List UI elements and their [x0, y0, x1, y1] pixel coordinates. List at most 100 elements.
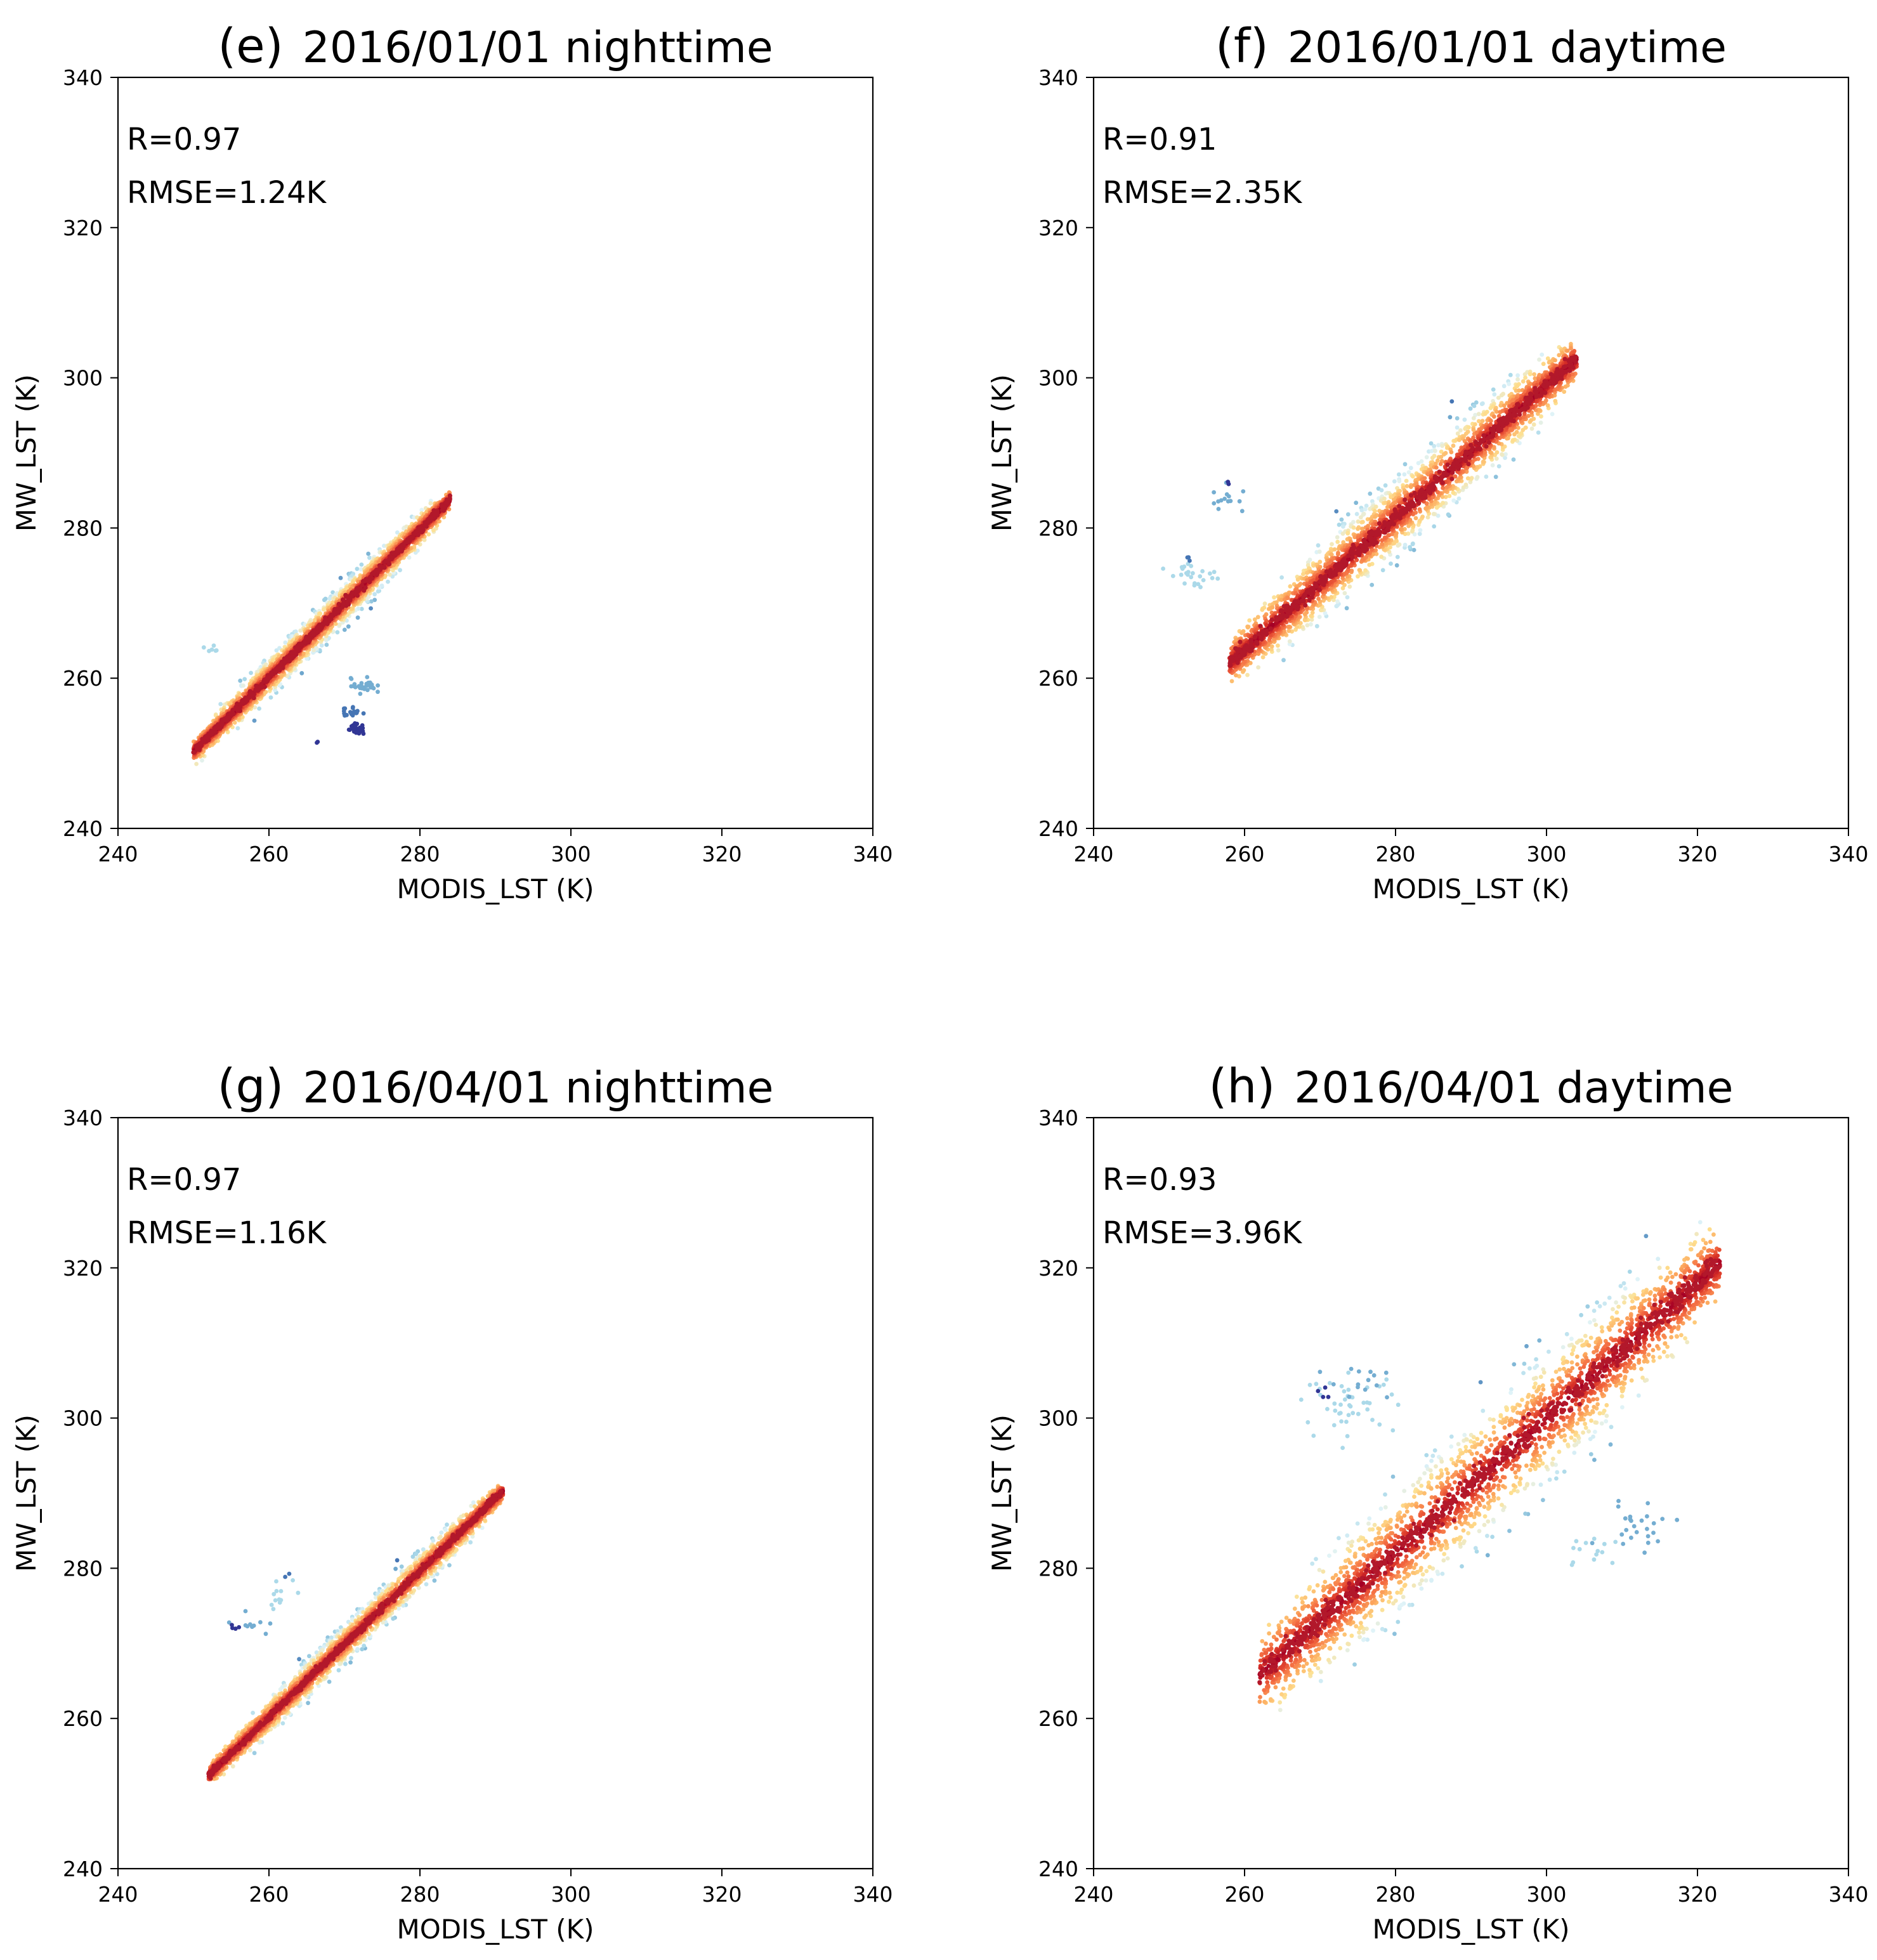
scatter-point — [1395, 554, 1400, 559]
axes-frame — [117, 76, 874, 830]
x-tick-label: 300 — [551, 842, 591, 866]
scatter-point — [1443, 495, 1448, 499]
scatter-point — [1432, 499, 1437, 504]
scatter-point — [1317, 549, 1322, 554]
scatter-point-core — [284, 657, 289, 662]
scatter-point — [1408, 545, 1412, 550]
scatter-point — [1377, 545, 1382, 549]
scatter-point — [1385, 505, 1390, 509]
scatter-point — [1272, 595, 1276, 600]
scatter-point-core — [191, 750, 196, 755]
scatter-point — [1305, 623, 1310, 628]
scatter-point — [1356, 526, 1361, 532]
scatter-point — [1498, 403, 1503, 408]
scatter-point-core — [428, 515, 433, 520]
scatter-point — [1537, 357, 1541, 362]
scatter-point — [1463, 426, 1468, 431]
chart-title: (e) 2016/01/01 nighttime — [218, 19, 773, 74]
outlier-point — [371, 686, 376, 691]
scatter-points — [1161, 341, 1579, 684]
scatter-point — [232, 720, 237, 725]
scatter-points — [191, 490, 453, 766]
scatter-point — [1363, 568, 1368, 573]
scatter-point — [1256, 665, 1260, 670]
scatter-point — [1515, 377, 1521, 382]
scatter-point — [252, 718, 257, 723]
scatter-point — [359, 606, 364, 611]
scatter-point — [1492, 392, 1497, 397]
outlier-point — [201, 645, 206, 650]
scatter-point — [1382, 535, 1387, 540]
scatter-point — [1545, 403, 1550, 408]
scatter-point — [1260, 608, 1265, 612]
scatter-point — [1494, 450, 1500, 455]
scatter-point-core — [291, 654, 296, 659]
scatter-point — [1451, 443, 1456, 448]
scatter-point — [346, 624, 351, 629]
scatter-point — [1255, 615, 1260, 620]
scatter-point — [1408, 485, 1413, 489]
scatter-point — [1239, 630, 1244, 636]
outlier-point — [358, 691, 363, 696]
scatter-point-core — [237, 707, 242, 712]
scatter-point-core — [277, 667, 282, 672]
outlier-point — [213, 648, 218, 653]
scatter-point — [372, 592, 377, 597]
scatter-point — [1396, 472, 1401, 477]
scatter-point — [296, 660, 301, 665]
scatter-point-core — [363, 585, 368, 591]
scatter-point — [1309, 622, 1313, 627]
scatter-point — [1539, 414, 1543, 419]
scatter-point — [1496, 464, 1501, 469]
scatter-point — [1380, 542, 1385, 547]
scatter-point — [1319, 608, 1323, 613]
y-tick-label: 280 — [63, 516, 103, 540]
scatter-point — [1309, 617, 1314, 622]
scatter-point — [1330, 542, 1334, 547]
y-tick-label: 240 — [63, 816, 103, 841]
scatter-point — [1359, 508, 1364, 513]
scatter-point — [428, 501, 433, 506]
scatter-point — [319, 643, 324, 648]
scatter-point — [1247, 618, 1252, 623]
scatter-point — [426, 532, 431, 537]
outlier-point — [350, 726, 355, 731]
scatter-point — [1429, 470, 1434, 474]
scatter-point — [1516, 426, 1521, 430]
scatter-point — [1541, 362, 1546, 367]
scatter-point — [1532, 372, 1537, 377]
scatter-point-core — [336, 610, 341, 615]
scatter-point — [1480, 419, 1485, 423]
scatter-point — [369, 606, 373, 611]
scatter-point-core — [195, 744, 200, 749]
y-tick-label: 320 — [63, 216, 103, 240]
scatter-point — [194, 762, 199, 766]
scatter-point — [1461, 485, 1466, 490]
scatter-point — [1314, 624, 1319, 629]
scatter-point — [1323, 611, 1328, 616]
scatter-point — [1379, 554, 1384, 559]
scatter-point-core — [259, 681, 264, 687]
scatter-point — [1527, 372, 1533, 377]
scatter-point — [1241, 660, 1246, 665]
scatter-point — [1396, 543, 1401, 548]
y-tick-label: 340 — [63, 65, 103, 90]
scatter-point — [311, 648, 316, 653]
scatter-point — [1358, 515, 1363, 520]
outlier-point — [358, 728, 363, 732]
scatter-point — [1286, 629, 1292, 633]
scatter-point — [1490, 463, 1495, 467]
scatter-point-core — [409, 535, 414, 540]
scatter-point-core — [265, 674, 270, 679]
scatter-point — [1335, 539, 1340, 544]
outlier-point — [361, 711, 366, 716]
scatter-point — [1501, 445, 1505, 450]
panel-letter: (e) — [218, 19, 283, 74]
scatter-point — [1455, 425, 1460, 430]
scatter-point — [1443, 450, 1448, 455]
chart-panel-1: 240 260 280 300 320 340240260280300320340MODI… — [11, 19, 893, 905]
scatter-point — [369, 599, 374, 604]
scatter-point — [1383, 483, 1388, 488]
scatter-point — [1474, 400, 1479, 405]
scatter-point-core — [353, 589, 358, 594]
